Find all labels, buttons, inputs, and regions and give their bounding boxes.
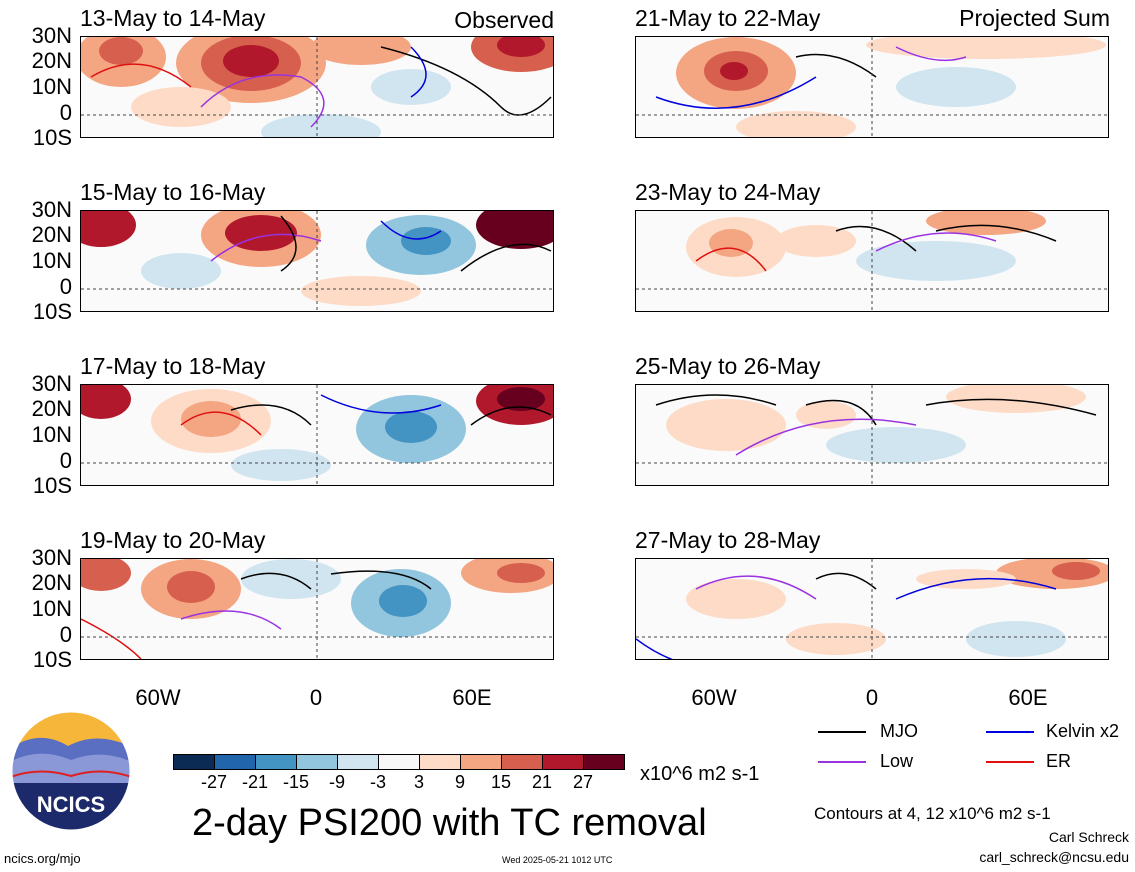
colorbar-tick-label: -3 bbox=[369, 772, 386, 792]
lat-label: 20N bbox=[31, 396, 72, 421]
email: carl_schreck@ncsu.edu bbox=[979, 849, 1129, 865]
line-legend-low-sample bbox=[818, 761, 866, 763]
colorbar-swatch bbox=[583, 754, 625, 770]
panel-title: 23-May to 24-May bbox=[635, 179, 821, 205]
map-panel-21-22-may bbox=[635, 36, 1109, 138]
map-panel-25-26-may bbox=[635, 384, 1109, 486]
colorbar-swatch bbox=[255, 754, 297, 770]
line-legend-er-sample bbox=[986, 761, 1034, 763]
map-panel-17-18-may bbox=[80, 384, 554, 486]
chart-title: 2-day PSI200 with TC removal bbox=[192, 802, 707, 844]
lon-label: 0 bbox=[309, 685, 323, 710]
lon-label: 60W bbox=[691, 685, 737, 710]
colorbar-tick-label: -21 bbox=[241, 772, 268, 792]
colorbar-swatch bbox=[337, 754, 379, 770]
lat-label: 30N bbox=[31, 545, 72, 570]
line-legend-er: ER bbox=[1046, 751, 1072, 771]
map-panel-13-14-may bbox=[80, 36, 554, 138]
colorbar-swatch bbox=[173, 754, 215, 770]
observed-label: Observed bbox=[454, 7, 554, 33]
lat-label: 20N bbox=[31, 570, 72, 595]
panel-title: 21-May to 22-May bbox=[635, 5, 821, 31]
colorbar-swatch bbox=[378, 754, 420, 770]
lat-label: 30N bbox=[31, 371, 72, 396]
lon-label: 60E bbox=[452, 685, 492, 710]
colorbar-tick-label: -15 bbox=[282, 772, 309, 792]
lat-label: 10S bbox=[32, 647, 72, 672]
colorbar-swatch bbox=[296, 754, 338, 770]
panel-title: 19-May to 20-May bbox=[80, 527, 266, 553]
colorbar-swatch bbox=[214, 754, 256, 770]
colorbar-swatch bbox=[501, 754, 543, 770]
website: ncics.org/mjo bbox=[4, 851, 81, 866]
lon-label: 60W bbox=[135, 685, 181, 710]
lat-label: 20N bbox=[31, 48, 72, 73]
lat-label: 0 bbox=[59, 448, 72, 473]
line-legend-kelvin: Kelvin x2 bbox=[1046, 721, 1120, 741]
colorbar-swatch bbox=[419, 754, 461, 770]
colorbar-tick-label: 9 bbox=[454, 772, 465, 792]
colorbar-swatch bbox=[460, 754, 502, 770]
colorbar-tick-label: 15 bbox=[490, 772, 512, 792]
panel-title: 17-May to 18-May bbox=[80, 353, 266, 379]
lat-label: 0 bbox=[59, 100, 72, 125]
timestamp: Wed 2025-05-21 1012 UTC bbox=[502, 855, 613, 865]
map-panel-27-28-may bbox=[635, 558, 1109, 660]
lon-label: 60E bbox=[1008, 685, 1048, 710]
colorbar-tick-label: 3 bbox=[413, 772, 424, 792]
panel-title: 15-May to 16-May bbox=[80, 179, 266, 205]
lat-label: 10N bbox=[31, 248, 72, 273]
lat-label: 30N bbox=[31, 197, 72, 222]
colorbar-units: x10^6 m2 s-1 bbox=[640, 763, 760, 785]
lon-label: 0 bbox=[865, 685, 879, 710]
ncics-logo: NCICS bbox=[8, 708, 134, 834]
lat-label: 10N bbox=[31, 596, 72, 621]
panel-title: 27-May to 28-May bbox=[635, 527, 821, 553]
panel-title: 25-May to 26-May bbox=[635, 353, 821, 379]
projected-sum-label: Projected Sum bbox=[959, 5, 1110, 31]
colorbar-tick-label: 27 bbox=[572, 772, 594, 792]
author: Carl Schreck bbox=[1048, 829, 1129, 845]
line-legend-mjo-sample bbox=[818, 731, 866, 733]
line-legend-mjo: MJO bbox=[880, 721, 918, 741]
lat-label: 20N bbox=[31, 222, 72, 247]
lat-label: 0 bbox=[59, 274, 72, 299]
colorbar-tick-label: -9 bbox=[328, 772, 345, 792]
line-legend-low: Low bbox=[880, 751, 914, 771]
map-panel-15-16-may bbox=[80, 210, 554, 312]
colorbar-tick-label: 21 bbox=[531, 772, 553, 792]
lat-label: 30N bbox=[31, 23, 72, 48]
contour-note: Contours at 4, 12 x10^6 m2 s-1 bbox=[814, 804, 1051, 823]
colorbar-swatch bbox=[542, 754, 584, 770]
line-legend-kelvin-sample bbox=[986, 731, 1034, 733]
panel-title: 13-May to 14-May bbox=[80, 5, 266, 31]
colorbar bbox=[173, 754, 625, 770]
colorbar-tick-label: -27 bbox=[200, 772, 227, 792]
lat-label: 0 bbox=[59, 622, 72, 647]
map-panel-23-24-may bbox=[635, 210, 1109, 312]
lat-label: 10S bbox=[32, 299, 72, 324]
lat-label: 10N bbox=[31, 74, 72, 99]
lat-label: 10N bbox=[31, 422, 72, 447]
lat-label: 10S bbox=[32, 125, 72, 150]
lat-label: 10S bbox=[32, 473, 72, 498]
map-panel-19-20-may bbox=[80, 558, 554, 660]
ncics-logo-text: NCICS bbox=[37, 792, 105, 817]
